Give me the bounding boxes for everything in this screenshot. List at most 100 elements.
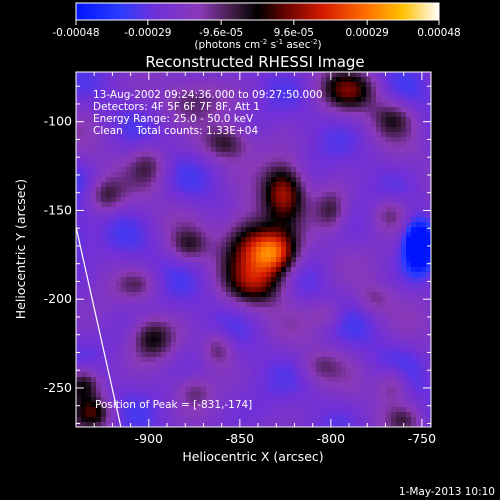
heatmap-cell (336, 187, 342, 193)
heatmap-cell (371, 362, 377, 368)
heatmap-cell (391, 207, 397, 213)
heatmap-cell (246, 142, 252, 148)
heatmap-cell (406, 412, 412, 418)
heatmap-cell (221, 342, 227, 348)
heatmap-cell (116, 127, 122, 133)
heatmap-cell (126, 137, 132, 143)
heatmap-cell (111, 217, 117, 223)
heatmap-cell (376, 337, 382, 343)
heatmap-cell (396, 212, 402, 218)
heatmap-cell (401, 307, 407, 313)
heatmap-cell (376, 217, 382, 223)
heatmap-cell (256, 202, 262, 208)
heatmap-cell (366, 387, 372, 393)
heatmap-cell (346, 147, 352, 153)
heatmap-cell (191, 332, 197, 338)
heatmap-cell (126, 222, 132, 228)
heatmap-cell (326, 332, 332, 338)
heatmap-cell (371, 397, 377, 403)
heatmap-cell (336, 222, 342, 228)
heatmap-cell (396, 202, 402, 208)
heatmap-cell (171, 82, 177, 88)
heatmap-cell (421, 352, 427, 358)
heatmap-cell (176, 377, 182, 383)
heatmap-cell (291, 362, 297, 368)
heatmap-cell (256, 407, 262, 413)
heatmap-cell (376, 262, 382, 268)
heatmap-cell (111, 87, 117, 93)
heatmap-cell (206, 72, 212, 78)
heatmap-cell (346, 112, 352, 118)
heatmap-cell (406, 177, 412, 183)
heatmap-cell (146, 227, 152, 233)
heatmap-cell (256, 127, 262, 133)
heatmap-cell (146, 237, 152, 243)
heatmap-cell (326, 107, 332, 113)
heatmap-cell (206, 262, 212, 268)
heatmap-cell (286, 327, 292, 333)
heatmap-cell (391, 357, 397, 363)
heatmap-cell (311, 347, 317, 353)
heatmap-cell (111, 402, 117, 408)
heatmap-cell (236, 402, 242, 408)
heatmap-cell (196, 337, 202, 343)
heatmap-cell (131, 167, 137, 173)
heatmap-cell (351, 307, 357, 313)
heatmap-cell (151, 82, 157, 88)
heatmap-cell (181, 347, 187, 353)
heatmap-cell (121, 77, 127, 83)
heatmap-cell (226, 292, 232, 298)
heatmap-cell (226, 122, 232, 128)
heatmap-cell (116, 252, 122, 258)
heatmap-cell (206, 382, 212, 388)
heatmap-cell (426, 142, 431, 148)
heatmap-cell (181, 332, 187, 338)
heatmap-cell (216, 272, 222, 278)
heatmap-cell (181, 147, 187, 153)
heatmap-cell (336, 157, 342, 163)
heatmap-cell (376, 347, 382, 353)
heatmap-cell (371, 382, 377, 388)
heatmap-cell (271, 382, 277, 388)
heatmap-cell (276, 172, 282, 178)
heatmap-cell (321, 197, 327, 203)
heatmap-cell (121, 142, 127, 148)
heatmap-cell (396, 417, 402, 423)
heatmap-cell (386, 142, 392, 148)
heatmap-cell (396, 382, 402, 388)
heatmap-cell (396, 122, 402, 128)
heatmap-cell (371, 232, 377, 238)
heatmap-cell (146, 412, 152, 418)
heatmap-cell (141, 247, 147, 253)
heatmap-cell (386, 267, 392, 273)
heatmap-cell (181, 237, 187, 243)
heatmap-cell (286, 417, 292, 423)
heatmap-cell (186, 92, 192, 98)
heatmap-cell (176, 372, 182, 378)
heatmap-cell (301, 352, 307, 358)
heatmap-cell (326, 352, 332, 358)
heatmap-cell (351, 392, 357, 398)
heatmap-cell (216, 102, 222, 108)
heatmap-cell (171, 342, 177, 348)
heatmap-cell (226, 92, 232, 98)
heatmap-cell (401, 262, 407, 268)
heatmap-cell (416, 272, 422, 278)
heatmap-cell (181, 362, 187, 368)
heatmap-cell (291, 162, 297, 168)
heatmap-cell (351, 397, 357, 403)
heatmap-cell (376, 162, 382, 168)
heatmap-cell (196, 332, 202, 338)
heatmap-cell (236, 322, 242, 328)
heatmap-cell (246, 387, 252, 393)
heatmap-cell (371, 292, 377, 298)
heatmap-cell (146, 267, 152, 273)
heatmap-cell (421, 167, 427, 173)
heatmap-cell (301, 82, 307, 88)
heatmap-cell (386, 382, 392, 388)
heatmap-cell (331, 177, 337, 183)
heatmap-cell (306, 232, 312, 238)
heatmap-cell (411, 142, 417, 148)
heatmap-cell (156, 277, 162, 283)
